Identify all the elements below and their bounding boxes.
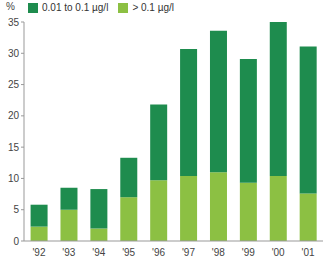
svg-text:'99: '99 xyxy=(242,247,255,257)
svg-text:10: 10 xyxy=(8,173,19,184)
svg-text:15: 15 xyxy=(8,142,19,153)
svg-text:'94: '94 xyxy=(92,247,105,257)
svg-text:'97: '97 xyxy=(182,247,195,257)
svg-text:'92: '92 xyxy=(32,247,45,257)
svg-text:'00: '00 xyxy=(272,247,285,257)
html-text:> 0.1 µg/l: > 0.1 µg/l xyxy=(132,2,174,13)
svg-text:'01: '01 xyxy=(302,247,315,257)
svg-text:30: 30 xyxy=(8,48,19,59)
svg-text:'95: '95 xyxy=(122,247,135,257)
svg-text:0: 0 xyxy=(13,236,19,247)
svg-text:'93: '93 xyxy=(62,247,75,257)
svg-text:'96: '96 xyxy=(152,247,165,257)
svg-text:5: 5 xyxy=(13,204,19,215)
svg-text:35: 35 xyxy=(8,17,19,28)
svg-text:25: 25 xyxy=(8,79,19,90)
svg-text:20: 20 xyxy=(8,110,19,121)
svg-text:'98: '98 xyxy=(212,247,225,257)
html-text:0.01 to 0.1 µg/l: 0.01 to 0.1 µg/l xyxy=(42,2,109,13)
